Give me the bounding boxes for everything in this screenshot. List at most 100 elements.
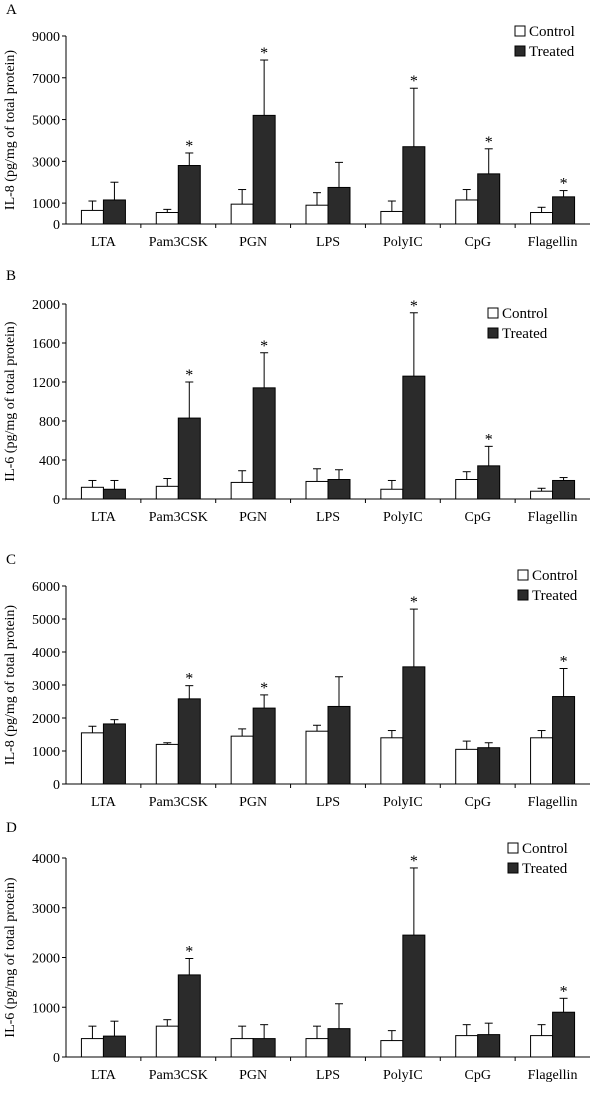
- bar-control-lps: [305, 730, 329, 785]
- bar-control-lta: [80, 732, 104, 785]
- bar-treated-flagellin: [552, 696, 576, 785]
- bar-treated-pgn: [252, 1038, 276, 1058]
- bar-control-pgn: [230, 481, 254, 500]
- x-tick-label: PolyIC: [383, 795, 423, 810]
- bar-control-polyic: [380, 210, 404, 225]
- x-tick-label: LPS: [316, 235, 340, 250]
- significance-marker: *: [560, 176, 568, 193]
- x-tick-label: LTA: [91, 1068, 117, 1083]
- legend-label-treated: Treated: [522, 861, 568, 877]
- x-tick-label: PolyIC: [383, 1068, 423, 1083]
- y-tick-label: 1000: [32, 197, 60, 212]
- x-tick-label: CpG: [464, 795, 490, 810]
- x-tick-label: CpG: [464, 1068, 490, 1083]
- y-tick-label: 0: [53, 1051, 60, 1066]
- significance-marker: *: [185, 943, 193, 960]
- bar-control-lta: [80, 486, 104, 500]
- chart-panel-D: D 4000 3000 2000 1000 0 IL-6 (pg/mg of total p…: [3, 820, 590, 1083]
- legend-label-treated: Treated: [529, 44, 575, 60]
- bar-treated-pam3csk: [177, 974, 201, 1058]
- y-axis-label: IL-6 (pg/mg of total protein): [3, 877, 18, 1038]
- significance-marker: *: [185, 671, 193, 688]
- bar-control-pam3csk: [155, 212, 179, 225]
- legend-label-control: Control: [502, 306, 548, 322]
- y-axis-label: IL-8 (pg/mg of total protein): [3, 50, 18, 211]
- significance-marker: *: [260, 680, 268, 697]
- significance-marker: *: [560, 983, 568, 1000]
- significance-marker: *: [410, 73, 418, 90]
- bar-control-flagellin: [530, 1035, 554, 1058]
- significance-marker: *: [410, 298, 418, 315]
- bar-control-pgn: [230, 735, 254, 785]
- bar-treated-polyic: [402, 934, 426, 1058]
- panel-label: C: [6, 552, 16, 568]
- x-tick-label: LPS: [316, 1068, 340, 1083]
- y-tick-label: 1200: [32, 376, 60, 391]
- bar-treated-lta: [102, 1035, 126, 1058]
- bar-control-polyic: [380, 1040, 404, 1058]
- x-tick-label: PGN: [239, 235, 267, 250]
- x-tick-label: CpG: [464, 510, 490, 525]
- bar-treated-lta: [102, 488, 126, 500]
- significance-marker: *: [485, 134, 493, 151]
- bar-treated-lps: [327, 705, 351, 785]
- legend-label-control: Control: [522, 841, 568, 857]
- bar-control-lps: [305, 480, 329, 500]
- panel-label: A: [6, 2, 17, 18]
- bar-control-cpg: [455, 199, 479, 225]
- x-tick-label: LPS: [316, 510, 340, 525]
- bar-control-pgn: [230, 203, 254, 225]
- y-tick-label: 3000: [32, 679, 60, 694]
- y-tick-label: 1000: [32, 745, 60, 760]
- x-tick-label: Flagellin: [528, 510, 578, 525]
- bar-control-lps: [305, 204, 329, 225]
- bar-treated-lps: [327, 1028, 351, 1058]
- y-tick-label: 3000: [32, 155, 60, 170]
- legend-swatch-treated: [517, 589, 529, 601]
- bar-treated-lps: [327, 186, 351, 225]
- bar-control-pgn: [230, 1038, 254, 1058]
- x-tick-label: Pam3CSK: [149, 1068, 208, 1083]
- x-tick-label: PolyIC: [383, 510, 423, 525]
- bar-treated-flagellin: [552, 1011, 576, 1058]
- significance-marker: *: [410, 853, 418, 870]
- y-tick-label: 5000: [32, 613, 60, 628]
- y-tick-label: 800: [39, 415, 60, 430]
- x-tick-label: Flagellin: [528, 235, 578, 250]
- legend-label-control: Control: [529, 24, 575, 40]
- legend-swatch-treated: [507, 862, 519, 874]
- legend-label-treated: Treated: [502, 326, 548, 342]
- x-tick-label: Flagellin: [528, 795, 578, 810]
- legend-swatch-control: [514, 25, 526, 37]
- bar-treated-cpg: [477, 173, 501, 225]
- y-tick-label: 1600: [32, 337, 60, 352]
- y-tick-label: 2000: [32, 952, 60, 967]
- significance-marker: *: [410, 594, 418, 611]
- y-tick-label: 0: [53, 778, 60, 793]
- chart-panel-C: C 6000 5000 4000 3000 2000 1000 0 IL-8 (pg/mg of…: [3, 552, 590, 810]
- significance-marker: *: [185, 367, 193, 384]
- bar-control-flagellin: [530, 490, 554, 500]
- y-tick-label: 9000: [32, 30, 60, 45]
- bar-control-lta: [80, 209, 104, 225]
- x-tick-label: LTA: [91, 510, 117, 525]
- x-tick-label: Pam3CSK: [149, 235, 208, 250]
- y-tick-label: 400: [39, 454, 60, 469]
- bar-treated-flagellin: [552, 479, 576, 500]
- bar-treated-polyic: [402, 375, 426, 500]
- x-tick-label: PGN: [239, 1068, 267, 1083]
- bar-control-pam3csk: [155, 743, 179, 785]
- significance-marker: *: [185, 138, 193, 155]
- legend-swatch-control: [507, 842, 519, 854]
- legend-label-control: Control: [532, 568, 578, 584]
- legend-swatch-control: [517, 569, 529, 581]
- y-tick-label: 7000: [32, 72, 60, 87]
- y-tick-label: 0: [53, 218, 60, 233]
- bar-treated-lta: [102, 199, 126, 225]
- y-axis-label: IL-6 (pg/mg of total protein): [3, 321, 18, 482]
- bar-treated-pgn: [252, 707, 276, 785]
- bar-treated-pgn: [252, 114, 276, 225]
- y-tick-label: 6000: [32, 580, 60, 595]
- x-tick-label: LPS: [316, 795, 340, 810]
